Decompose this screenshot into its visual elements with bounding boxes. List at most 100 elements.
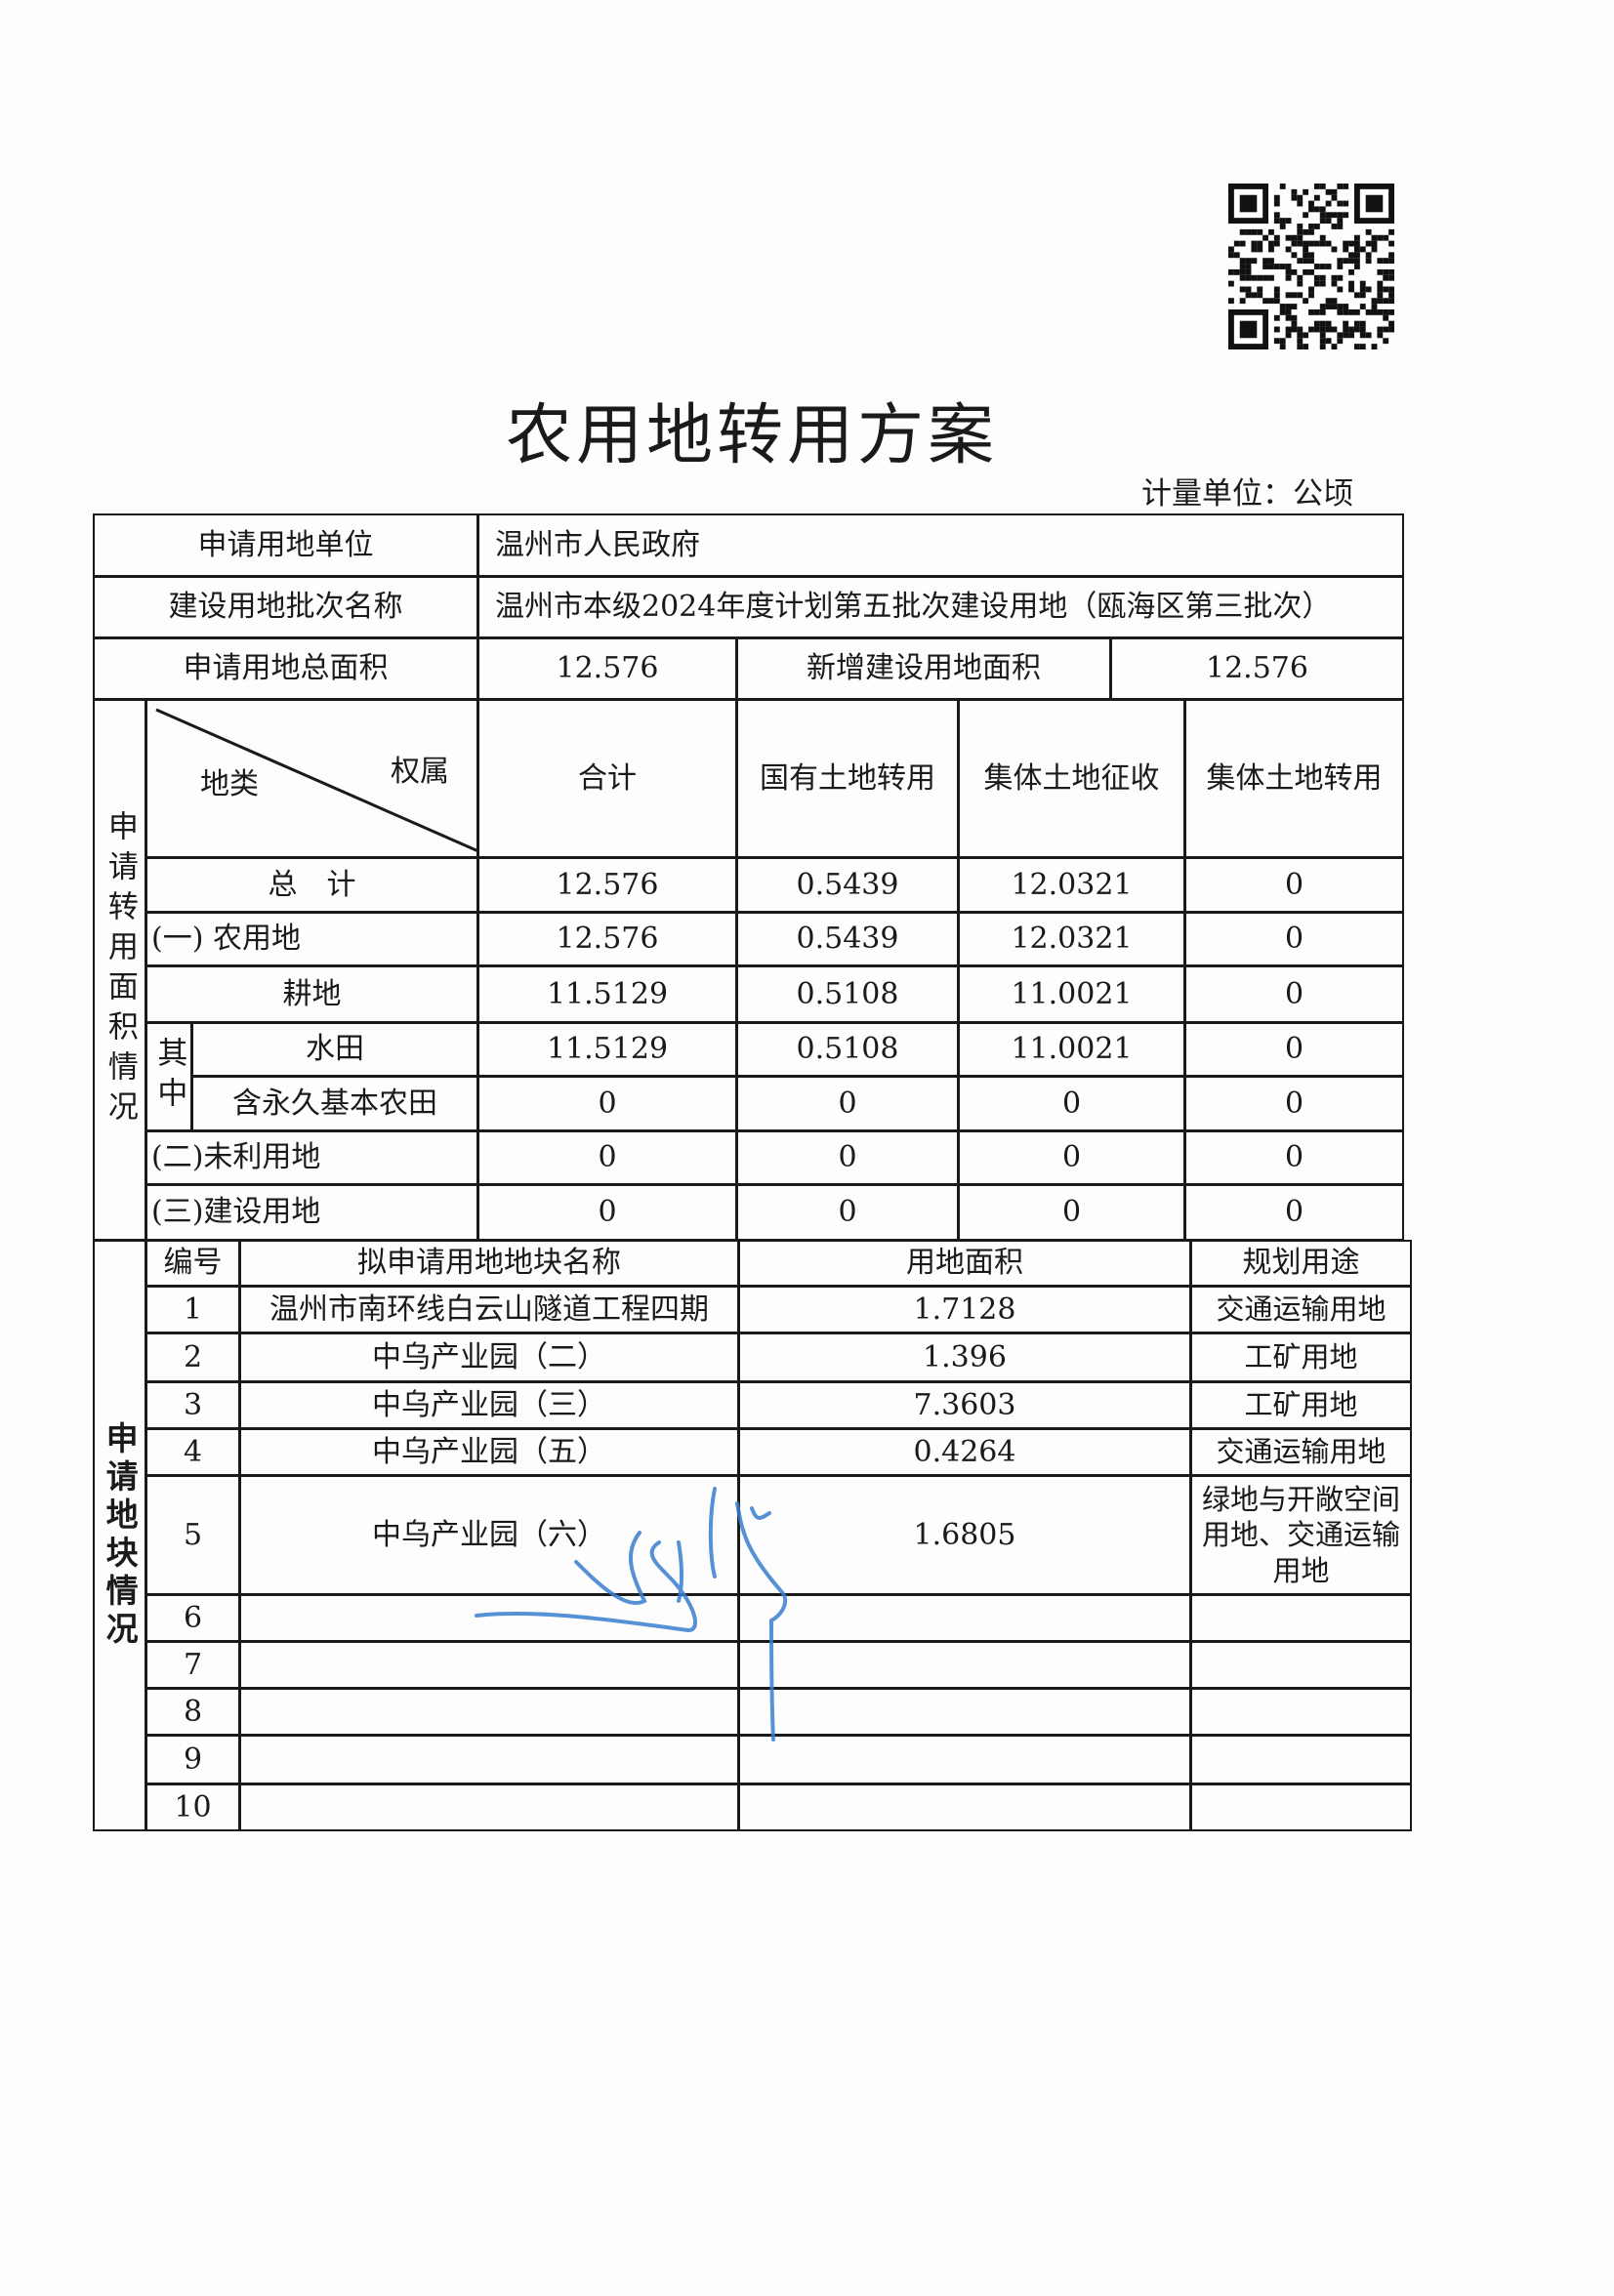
value-cell-text: 0 — [598, 1086, 617, 1121]
value-cell: 0.5108 — [736, 1022, 959, 1077]
value-cell: 0.5439 — [736, 857, 959, 913]
parcel-no: 4 — [145, 1428, 240, 1476]
row-label: 含永久基本农田 — [191, 1076, 478, 1131]
value-cell: 0 — [477, 1130, 737, 1185]
parcel-column-header: 用地面积 — [738, 1240, 1191, 1287]
value-cell-text: 12.576 — [556, 867, 659, 902]
value-cell-text: 12.0321 — [1011, 922, 1133, 957]
value-cell: 0 — [477, 1076, 737, 1131]
parcel-area — [738, 1594, 1191, 1642]
value-cell: 12.576 — [477, 857, 737, 913]
parcel-name — [239, 1688, 739, 1736]
parcel-area — [738, 1688, 1191, 1736]
parcel-use — [1190, 1594, 1412, 1642]
batch-name-value-text: 温州市本级2024年度计划第五批次建设用地（瓯海区第三批次） — [495, 590, 1332, 625]
value-cell-text: 0.5439 — [796, 922, 899, 957]
value-cell: 0 — [1184, 965, 1404, 1023]
row-label-text: (二)未利用地 — [151, 1140, 321, 1175]
parcel-use-text: 交通运输用地 — [1216, 1435, 1386, 1469]
new-area-label: 新增建设用地面积 — [736, 637, 1111, 700]
value-cell: 0.5439 — [736, 912, 959, 966]
row-label: 耕地 — [145, 965, 478, 1023]
parcel-column-header-text: 拟申请用地地块名称 — [357, 1246, 621, 1281]
parcel-area — [738, 1641, 1191, 1689]
parcel-area: 1.396 — [738, 1332, 1191, 1382]
parcel-use-text: 工矿用地 — [1244, 1340, 1358, 1374]
new-area-value-text: 12.576 — [1206, 651, 1308, 686]
value-cell: 0 — [958, 1076, 1185, 1131]
value-cell: 12.576 — [477, 912, 737, 966]
value-cell: 0 — [1184, 1022, 1404, 1077]
value-cell-text: 0 — [1284, 976, 1304, 1011]
value-cell-text: 0 — [1284, 922, 1304, 957]
value-cell-text: 11.5129 — [546, 976, 669, 1011]
parcel-no-text: 10 — [174, 1789, 212, 1824]
parcel-name-text: 中乌产业园（五） — [372, 1434, 606, 1469]
value-cell: 0.5108 — [736, 965, 959, 1023]
parcel-use: 绿地与开敞空间用地、交通运输用地 — [1190, 1475, 1412, 1595]
value-cell: 12.0321 — [958, 857, 1185, 913]
total-area-label: 申请用地总面积 — [93, 637, 478, 700]
parcel-no-text: 7 — [183, 1647, 203, 1682]
value-cell: 0 — [477, 1184, 737, 1241]
row-label: (二)未利用地 — [145, 1130, 478, 1185]
value-cell-text: 12.0321 — [1011, 867, 1133, 902]
parcel-use — [1190, 1688, 1412, 1736]
value-cell: 0 — [1184, 1184, 1404, 1241]
value-cell-text: 0 — [1284, 1140, 1304, 1175]
value-cell-text: 0.5108 — [796, 1032, 899, 1067]
value-cell-text: 12.576 — [556, 922, 659, 957]
parcel-name — [239, 1784, 739, 1831]
parcel-no: 1 — [145, 1286, 240, 1333]
row-label-text: 总 计 — [268, 867, 356, 902]
parcel-area-text: 0.4264 — [913, 1434, 1016, 1469]
parcel-use-text: 绿地与开敞空间用地、交通运输用地 — [1201, 1483, 1400, 1587]
value-cell-text: 0 — [838, 1086, 857, 1121]
parcel-column-header: 编号 — [145, 1240, 240, 1287]
row-label: (一) 农用地 — [145, 912, 478, 966]
diagonal-right-label: 权属 — [391, 755, 449, 789]
qr-code — [1228, 184, 1394, 349]
value-cell: 0 — [1184, 1076, 1404, 1131]
value-cell-text: 0 — [598, 1140, 617, 1175]
row-label-text: (一) 农用地 — [151, 922, 301, 957]
value-cell-text: 0.5108 — [796, 976, 899, 1011]
parcel-no-text: 9 — [183, 1742, 203, 1777]
value-cell-text: 0 — [838, 1140, 857, 1175]
parcel-column-header-text: 用地面积 — [906, 1246, 1023, 1281]
applicant-value: 温州市人民政府 — [477, 513, 1404, 577]
value-cell: 0 — [958, 1184, 1185, 1241]
parcel-no: 5 — [145, 1475, 240, 1595]
value-cell-text: 0 — [1061, 1140, 1082, 1175]
document-title: 农用地转用方案 — [505, 397, 998, 474]
batch-name-label-text: 建设用地批次名称 — [168, 590, 403, 625]
value-cell-text: 0 — [1284, 1032, 1304, 1067]
column-header: 集体土地转用 — [1184, 699, 1404, 858]
batch-name-value: 温州市本级2024年度计划第五批次建设用地（瓯海区第三批次） — [477, 576, 1404, 638]
parcel-use: 交通运输用地 — [1190, 1286, 1412, 1333]
batch-name-label: 建设用地批次名称 — [93, 576, 478, 638]
row-label-text: 含永久基本农田 — [232, 1086, 437, 1121]
parcel-name-text: 中乌产业园（二） — [372, 1339, 606, 1374]
value-cell-text: 0.5439 — [796, 867, 899, 902]
applicant-label: 申请用地单位 — [93, 513, 478, 577]
parcel-area: 7.3603 — [738, 1381, 1191, 1429]
parcel-no: 2 — [145, 1332, 240, 1382]
column-header: 合计 — [477, 699, 737, 858]
parcels-section-label: 申请地块情况 — [93, 1240, 146, 1831]
parcel-area: 1.7128 — [738, 1286, 1191, 1333]
parcel-column-header-text: 规划用途 — [1242, 1246, 1360, 1281]
value-cell: 0 — [1184, 912, 1404, 966]
value-cell-text: 0 — [1061, 1195, 1082, 1230]
row-label-text: 水田 — [306, 1032, 364, 1067]
parcel-no: 7 — [145, 1641, 240, 1689]
total-area-value-text: 12.576 — [556, 651, 659, 686]
parcel-column-header: 拟申请用地地块名称 — [239, 1240, 739, 1287]
qizhong-label: 其中 — [145, 1022, 192, 1131]
column-header-text: 集体土地征收 — [983, 760, 1160, 796]
parcel-no-text: 5 — [183, 1517, 203, 1552]
parcel-area-text: 7.3603 — [913, 1387, 1016, 1422]
parcel-name-text: 中乌产业园（六） — [372, 1517, 606, 1552]
parcel-area — [738, 1735, 1191, 1784]
